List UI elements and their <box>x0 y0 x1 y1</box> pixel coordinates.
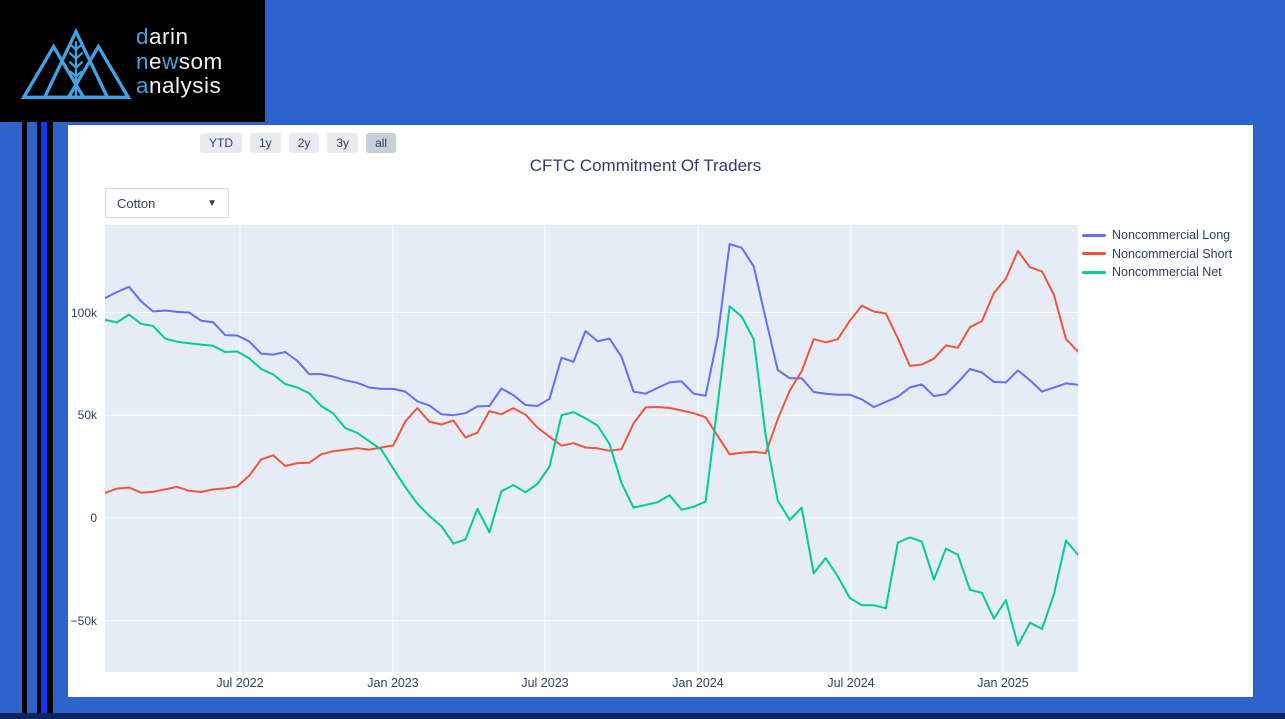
legend-label: Noncommercial Short <box>1112 246 1233 261</box>
range-button-3y[interactable]: 3y <box>327 133 359 153</box>
logo-block: darin newsom analysis <box>0 0 265 122</box>
range-selector: YTD 1y 2y 3y all <box>200 133 397 153</box>
bottom-bar <box>0 713 1285 719</box>
legend: Noncommercial Long Noncommercial Short Non… <box>1082 228 1232 279</box>
legend-swatch <box>1082 252 1106 255</box>
decorative-stripe-black-1 <box>22 0 27 719</box>
chart-title: CFTC Commitment Of Traders <box>529 156 762 175</box>
legend-item-noncommercial-short[interactable]: Noncommercial Short <box>1082 247 1232 261</box>
y-axis-labels: 100k 50k 0 −50k <box>68 225 99 672</box>
y-tick-label: −50k <box>70 614 97 628</box>
x-tick-label: Jul 2023 <box>521 676 569 690</box>
dna-mountains-logo <box>20 27 132 100</box>
y-tick-label: 0 <box>90 511 97 525</box>
legend-label: Noncommercial Net <box>1112 265 1222 279</box>
series-line-noncommercial-short <box>104 249 1079 494</box>
series-line-noncommercial-net <box>104 305 1079 647</box>
x-axis-labels: Jul 2022 Jan 2023 Jul 2023 Jan 2024 Jul 2024… <box>105 676 1078 696</box>
logo-word-darin: darin <box>136 24 189 49</box>
series-line-noncommercial-long <box>104 243 1079 417</box>
x-tick-label: Jan 2023 <box>367 676 419 690</box>
commodity-dropdown[interactable]: Cotton ▼ <box>105 188 229 218</box>
logo-word-newsom: newsom <box>136 48 223 74</box>
x-tick-label: Jul 2022 <box>216 676 264 690</box>
range-button-2y[interactable]: 2y <box>288 133 320 153</box>
y-tick-label: 100k <box>70 306 97 320</box>
chart-card: YTD 1y 2y 3y all CFTC Commitment Of Traders … <box>68 125 1253 697</box>
y-tick-label: 50k <box>77 408 97 422</box>
chevron-down-icon: ▼ <box>207 197 217 209</box>
legend-item-noncommercial-net[interactable]: Noncommercial Net <box>1082 265 1232 279</box>
wheat-stalk-icon <box>68 40 84 97</box>
decorative-stripe-black-3 <box>47 0 53 719</box>
legend-item-noncommercial-long[interactable]: Noncommercial Long <box>1082 228 1232 242</box>
range-button-1y[interactable]: 1y <box>250 133 281 153</box>
decorative-stripe-accent <box>41 0 47 719</box>
legend-swatch <box>1082 270 1106 274</box>
legend-swatch <box>1082 233 1106 237</box>
decorative-stripe-black-2 <box>37 0 41 719</box>
commodity-dropdown-value: Cotton <box>117 195 156 211</box>
plot-svg[interactable] <box>104 225 1079 672</box>
logo-word-analysis: analysis <box>136 73 222 98</box>
legend-label: Noncommercial Long <box>1112 228 1231 242</box>
x-tick-label: Jan 2024 <box>672 676 724 690</box>
plot-area[interactable] <box>104 225 1079 672</box>
x-tick-label: Jan 2025 <box>977 676 1029 690</box>
range-button-all[interactable]: all <box>366 133 397 153</box>
logo-wordmark: darin newsom analysis <box>136 24 223 99</box>
x-tick-label: Jul 2024 <box>827 676 875 690</box>
range-button-ytd[interactable]: YTD <box>200 133 242 153</box>
